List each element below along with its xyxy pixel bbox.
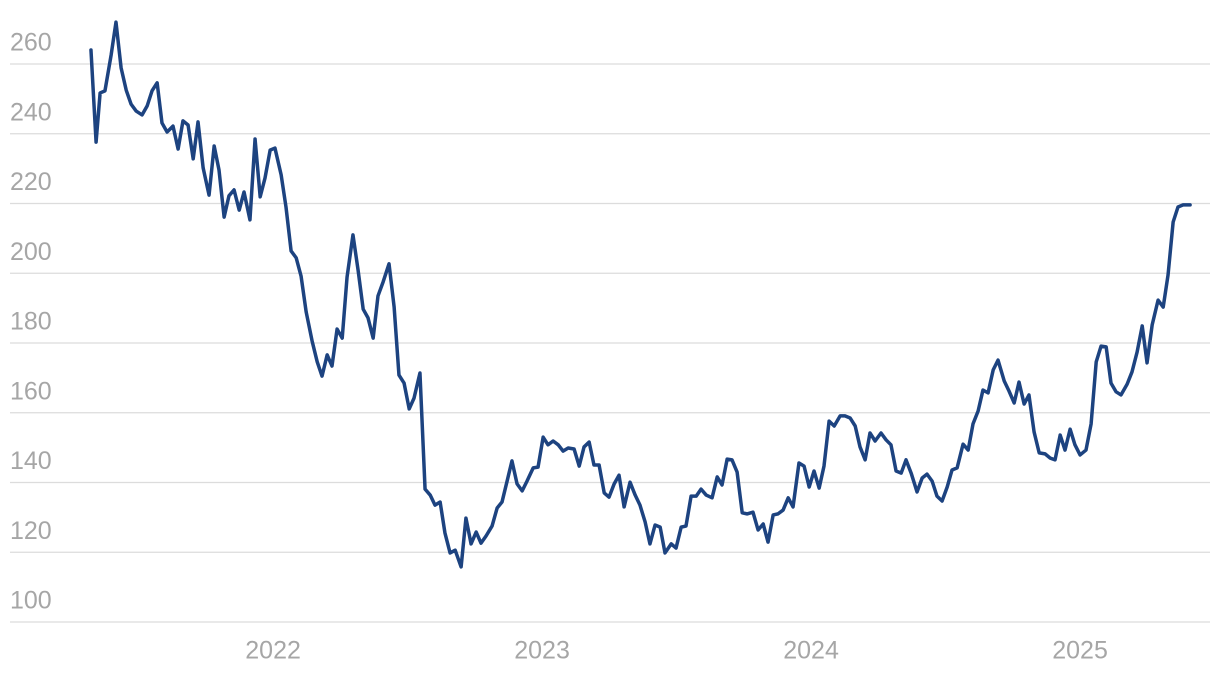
x-tick-label: 2022 xyxy=(245,637,301,665)
y-tick-label: 180 xyxy=(10,308,52,336)
x-tick-label: 2023 xyxy=(514,637,570,665)
y-tick-label: 260 xyxy=(10,29,52,57)
x-tick-label: 2025 xyxy=(1052,637,1108,665)
y-tick-label: 100 xyxy=(10,587,52,615)
y-tick-label: 220 xyxy=(10,168,52,196)
y-tick-label: 240 xyxy=(10,98,52,126)
x-tick-label: 2024 xyxy=(783,637,839,665)
y-tick-label: 120 xyxy=(10,517,52,545)
price-line xyxy=(89,20,1192,569)
y-tick-label: 160 xyxy=(10,377,52,405)
y-tick-label: 140 xyxy=(10,447,52,475)
y-tick-label: 200 xyxy=(10,238,52,266)
